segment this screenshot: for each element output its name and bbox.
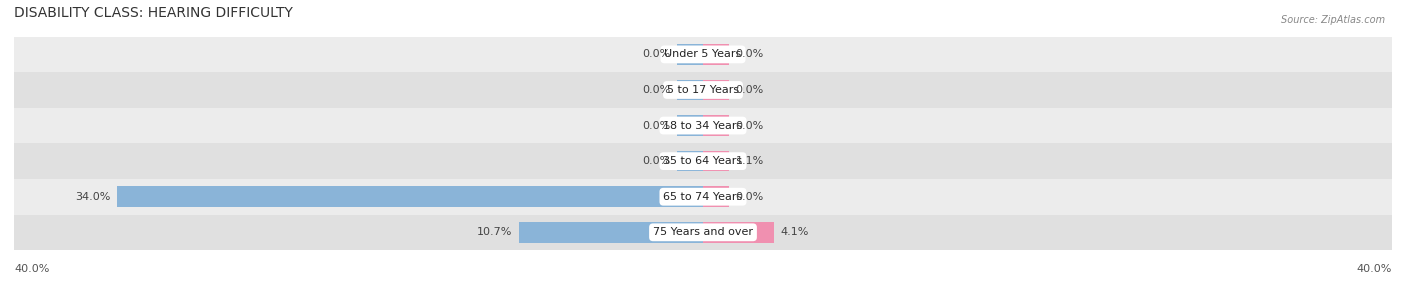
Text: 75 Years and over: 75 Years and over xyxy=(652,227,754,237)
Bar xyxy=(678,151,703,171)
Text: 5 to 17 Years: 5 to 17 Years xyxy=(666,85,740,95)
Bar xyxy=(703,115,728,136)
Text: 34.0%: 34.0% xyxy=(75,192,111,202)
Bar xyxy=(703,186,728,207)
Text: 4.1%: 4.1% xyxy=(780,227,808,237)
Text: 1.1%: 1.1% xyxy=(735,156,763,166)
Text: Source: ZipAtlas.com: Source: ZipAtlas.com xyxy=(1281,15,1385,25)
Text: 10.7%: 10.7% xyxy=(477,227,512,237)
Text: 35 to 64 Years: 35 to 64 Years xyxy=(664,156,742,166)
Bar xyxy=(117,186,703,207)
Bar xyxy=(703,44,728,65)
Text: 65 to 74 Years: 65 to 74 Years xyxy=(664,192,742,202)
Text: 0.0%: 0.0% xyxy=(643,120,671,131)
Text: 0.0%: 0.0% xyxy=(643,156,671,166)
Bar xyxy=(14,143,1392,179)
Bar xyxy=(14,72,1392,108)
Bar xyxy=(703,222,773,243)
Bar xyxy=(14,179,1392,214)
Text: 0.0%: 0.0% xyxy=(643,85,671,95)
Text: 0.0%: 0.0% xyxy=(735,49,763,59)
Text: 0.0%: 0.0% xyxy=(735,85,763,95)
Bar xyxy=(703,151,728,171)
Text: 0.0%: 0.0% xyxy=(735,120,763,131)
Bar xyxy=(678,44,703,65)
Text: 18 to 34 Years: 18 to 34 Years xyxy=(664,120,742,131)
Text: Under 5 Years: Under 5 Years xyxy=(665,49,741,59)
Text: 0.0%: 0.0% xyxy=(735,192,763,202)
Bar xyxy=(678,80,703,100)
Bar xyxy=(678,115,703,136)
Bar xyxy=(519,222,703,243)
Text: 40.0%: 40.0% xyxy=(1357,264,1392,274)
Text: 40.0%: 40.0% xyxy=(14,264,49,274)
Bar xyxy=(14,108,1392,143)
Text: DISABILITY CLASS: HEARING DIFFICULTY: DISABILITY CLASS: HEARING DIFFICULTY xyxy=(14,5,292,20)
Bar xyxy=(703,80,728,100)
Bar xyxy=(14,37,1392,72)
Text: 0.0%: 0.0% xyxy=(643,49,671,59)
Bar xyxy=(14,214,1392,250)
